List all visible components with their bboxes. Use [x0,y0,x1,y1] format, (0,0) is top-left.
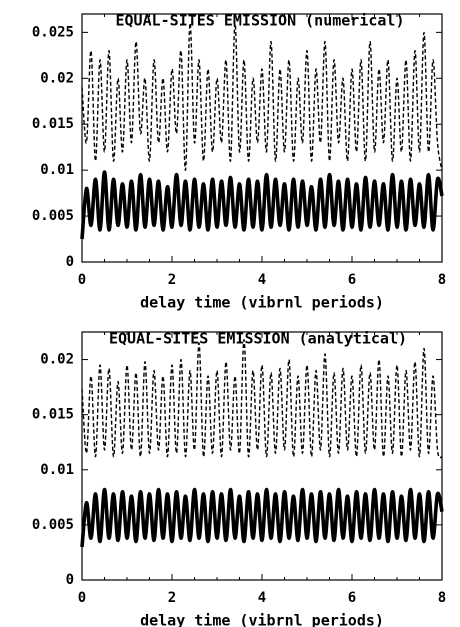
y-tick-label: 0.02 [40,352,74,368]
x-tick-label: 6 [348,590,356,606]
y-tick-label: 0.02 [40,70,74,86]
x-tick-label: 4 [258,590,266,606]
x-tick-label: 6 [348,272,356,288]
series-line-solid [82,172,442,239]
x-axis-label: delay time (vibrnl periods) [140,294,384,312]
y-tick-label: 0.015 [32,116,74,132]
y-tick-label: 0 [66,254,74,270]
series-line-dashed [82,340,442,458]
x-tick-label: 8 [438,272,446,288]
y-tick-label: 0.015 [32,407,74,423]
x-tick-label: 0 [78,272,86,288]
series-line-dashed [82,23,442,170]
x-tick-label: 0 [78,590,86,606]
x-tick-label: 2 [168,272,176,288]
y-tick-label: 0 [66,572,74,588]
x-tick-label: 4 [258,272,266,288]
y-tick-label: 0.01 [40,162,74,178]
y-tick-label: 0.005 [32,208,74,224]
x-axis-label: delay time (vibrnl periods) [140,612,384,627]
series-line-solid [82,490,442,547]
x-tick-label: 8 [438,590,446,606]
x-tick-label: 2 [168,590,176,606]
y-tick-label: 0.025 [32,24,74,40]
y-tick-label: 0.005 [32,517,74,533]
y-tick-label: 0.01 [40,462,74,478]
